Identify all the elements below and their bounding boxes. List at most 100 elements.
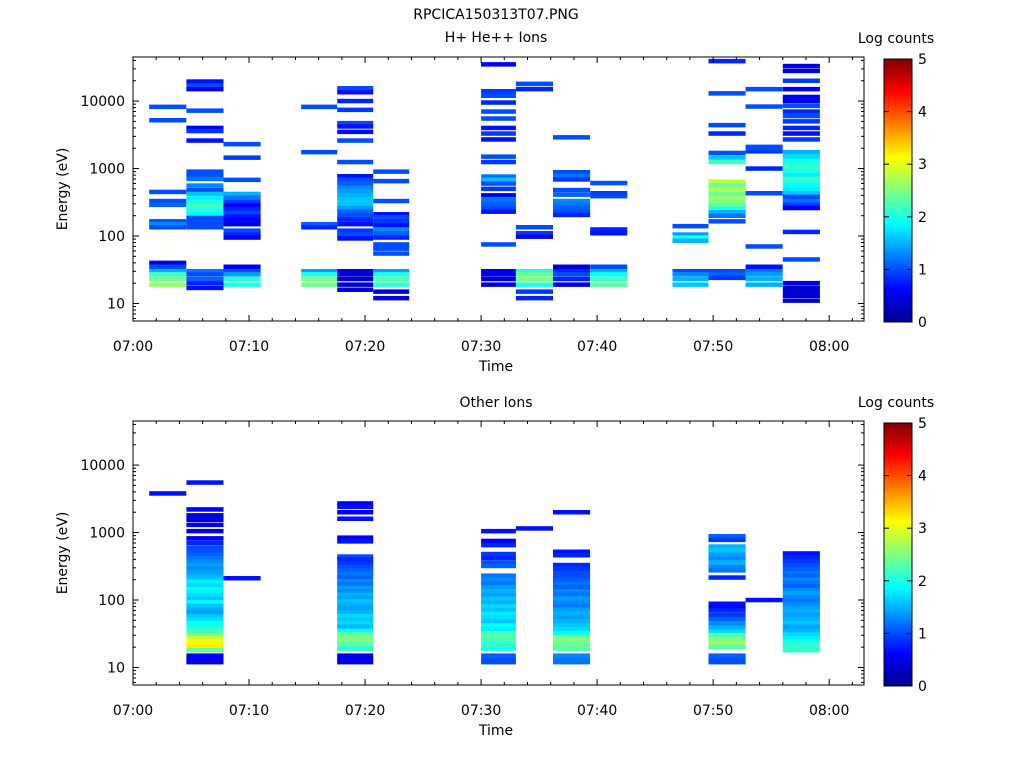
heatmap-cell bbox=[186, 633, 224, 638]
heatmap-cell bbox=[553, 611, 591, 616]
heatmap-cell bbox=[708, 199, 746, 205]
heatmap-cell bbox=[481, 154, 516, 159]
heatmap-cell bbox=[782, 285, 820, 291]
heatmap-cell bbox=[672, 235, 709, 240]
heatmap-cell bbox=[782, 229, 820, 235]
heatmap-cell bbox=[186, 600, 224, 605]
heatmap-cell bbox=[149, 118, 187, 123]
heatmap-cell bbox=[782, 202, 820, 208]
heatmap-cell bbox=[481, 634, 516, 639]
heatmap-cell bbox=[782, 577, 820, 582]
axis-ticks: 07:00 07:10 07:20 07:30 07:40 07:50 08:00 10 100… bbox=[80, 57, 864, 355]
heatmap-cell bbox=[553, 570, 591, 576]
heatmap-cell bbox=[515, 276, 553, 282]
heatmap-cell bbox=[481, 197, 516, 203]
heatmap-cell bbox=[553, 603, 591, 609]
heatmap-cell bbox=[515, 289, 553, 294]
heatmap-cell bbox=[186, 173, 224, 179]
heatmap-cell bbox=[708, 91, 746, 96]
heatmap-cell bbox=[708, 633, 746, 638]
heatmap-cell bbox=[782, 113, 820, 119]
heatmap-cell bbox=[553, 187, 591, 193]
heatmap-cell bbox=[708, 640, 746, 646]
heatmap-cell bbox=[337, 174, 374, 179]
colorbar-tick-label: 1 bbox=[918, 626, 927, 642]
heatmap-cell bbox=[337, 557, 374, 562]
heatmap-cell bbox=[223, 141, 261, 147]
heatmap-cell bbox=[782, 158, 820, 164]
heatmap-cell bbox=[301, 282, 338, 287]
heatmap-cell bbox=[337, 501, 374, 506]
heatmap-cell bbox=[481, 584, 516, 590]
heatmap-cell bbox=[708, 608, 746, 613]
heatmap-cell bbox=[745, 104, 783, 109]
heatmap-cell bbox=[782, 559, 820, 564]
heatmap-cell bbox=[782, 191, 820, 196]
heatmap-cell bbox=[745, 86, 783, 92]
heatmap-cell bbox=[708, 203, 746, 209]
heatmap-cell bbox=[708, 183, 746, 188]
heatmap-cell bbox=[186, 128, 224, 134]
colorbar-tick-label: 5 bbox=[918, 416, 927, 432]
heatmap-cell bbox=[337, 624, 374, 630]
heatmap-cell bbox=[301, 276, 338, 282]
x-tick-label: 07:20 bbox=[345, 703, 385, 719]
heatmap-cell bbox=[373, 272, 410, 277]
heatmap-cell bbox=[301, 221, 338, 227]
heatmap-cell bbox=[223, 282, 261, 287]
heatmap-cell bbox=[672, 238, 709, 243]
heatmap-cell bbox=[337, 638, 374, 643]
heatmap-cell bbox=[186, 548, 224, 554]
heatmap-cell bbox=[481, 242, 516, 247]
heatmap-cell bbox=[782, 293, 820, 298]
heatmap-cell bbox=[337, 181, 374, 186]
heatmap-cell bbox=[708, 653, 746, 658]
heatmap-cell bbox=[481, 131, 516, 136]
heatmap-cell bbox=[337, 201, 374, 207]
heatmap-cell bbox=[553, 596, 591, 601]
heatmap-cell bbox=[515, 234, 553, 239]
heatmap-cell bbox=[782, 86, 820, 92]
heatmap-cell bbox=[553, 589, 591, 594]
heatmap-cell bbox=[186, 507, 224, 512]
heatmap-cell bbox=[149, 189, 187, 195]
heatmap-cell bbox=[186, 552, 224, 557]
heatmap-cell bbox=[186, 555, 224, 561]
heatmap-cell bbox=[186, 86, 224, 92]
heatmap-cell bbox=[481, 528, 516, 534]
heatmap-cell bbox=[515, 225, 553, 230]
colorbar-tick-label: 3 bbox=[918, 157, 927, 173]
heatmap-cell bbox=[301, 225, 338, 230]
x-tick-label: 07:10 bbox=[229, 339, 269, 355]
heatmap-cell bbox=[149, 491, 187, 496]
heatmap-cell bbox=[782, 125, 820, 131]
heatmap-cell bbox=[481, 638, 516, 643]
colorbar-ticks: 0 1 2 3 4 5 bbox=[884, 416, 927, 695]
heatmap-cell bbox=[672, 282, 709, 287]
heatmap-cell bbox=[481, 555, 516, 561]
heatmap-cell bbox=[590, 227, 628, 232]
heatmap-cell bbox=[337, 602, 374, 607]
heatmap-cell bbox=[223, 218, 261, 223]
heatmap-cell bbox=[186, 579, 224, 585]
heatmap-cell bbox=[708, 556, 746, 561]
heatmap-cell bbox=[337, 282, 374, 287]
heatmap-cell bbox=[481, 62, 516, 67]
heatmap-cell bbox=[373, 222, 410, 228]
heatmap-cell bbox=[481, 89, 516, 94]
heatmap-cell bbox=[590, 269, 628, 274]
heatmap-cell bbox=[708, 629, 746, 634]
heatmap-cell bbox=[149, 198, 187, 204]
heatmap-cell bbox=[373, 289, 410, 294]
heatmap-cell bbox=[186, 208, 224, 213]
heatmap-cell bbox=[708, 552, 746, 557]
heatmap-cell bbox=[337, 575, 374, 580]
heatmap-cell bbox=[708, 605, 746, 610]
heatmap-cell bbox=[553, 549, 591, 554]
heatmap-cell bbox=[782, 119, 820, 124]
heatmap-cell bbox=[186, 225, 224, 230]
heatmap-cell bbox=[590, 264, 628, 269]
heatmap-cell bbox=[553, 646, 591, 651]
heatmap-cell bbox=[515, 81, 553, 87]
heatmap-cell bbox=[782, 598, 820, 603]
